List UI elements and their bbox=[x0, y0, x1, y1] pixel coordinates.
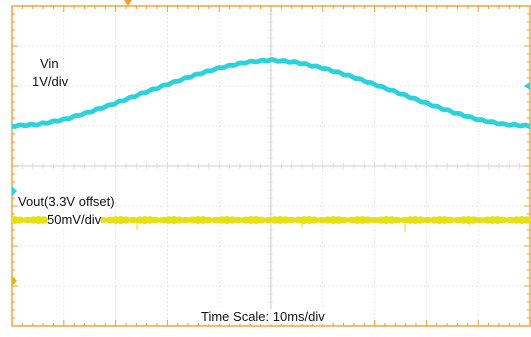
vout-label: Vout(3.3V offset) bbox=[18, 194, 115, 209]
vout-scale-label: 50mV/div bbox=[47, 212, 102, 227]
vin-label: Vin bbox=[40, 56, 59, 71]
vin-ground-marker-icon bbox=[12, 186, 17, 196]
vin-trigger-level-marker-icon bbox=[524, 82, 530, 90]
time-scale-label: Time Scale: 10ms/div bbox=[201, 309, 325, 324]
grid bbox=[11, 5, 531, 327]
vin-trace bbox=[10, 57, 531, 129]
channel-markers bbox=[12, 0, 530, 286]
vout-ground-marker-icon bbox=[12, 276, 17, 286]
vin-scale-label: 1V/div bbox=[32, 74, 69, 89]
trigger-marker-icon bbox=[124, 0, 132, 6]
